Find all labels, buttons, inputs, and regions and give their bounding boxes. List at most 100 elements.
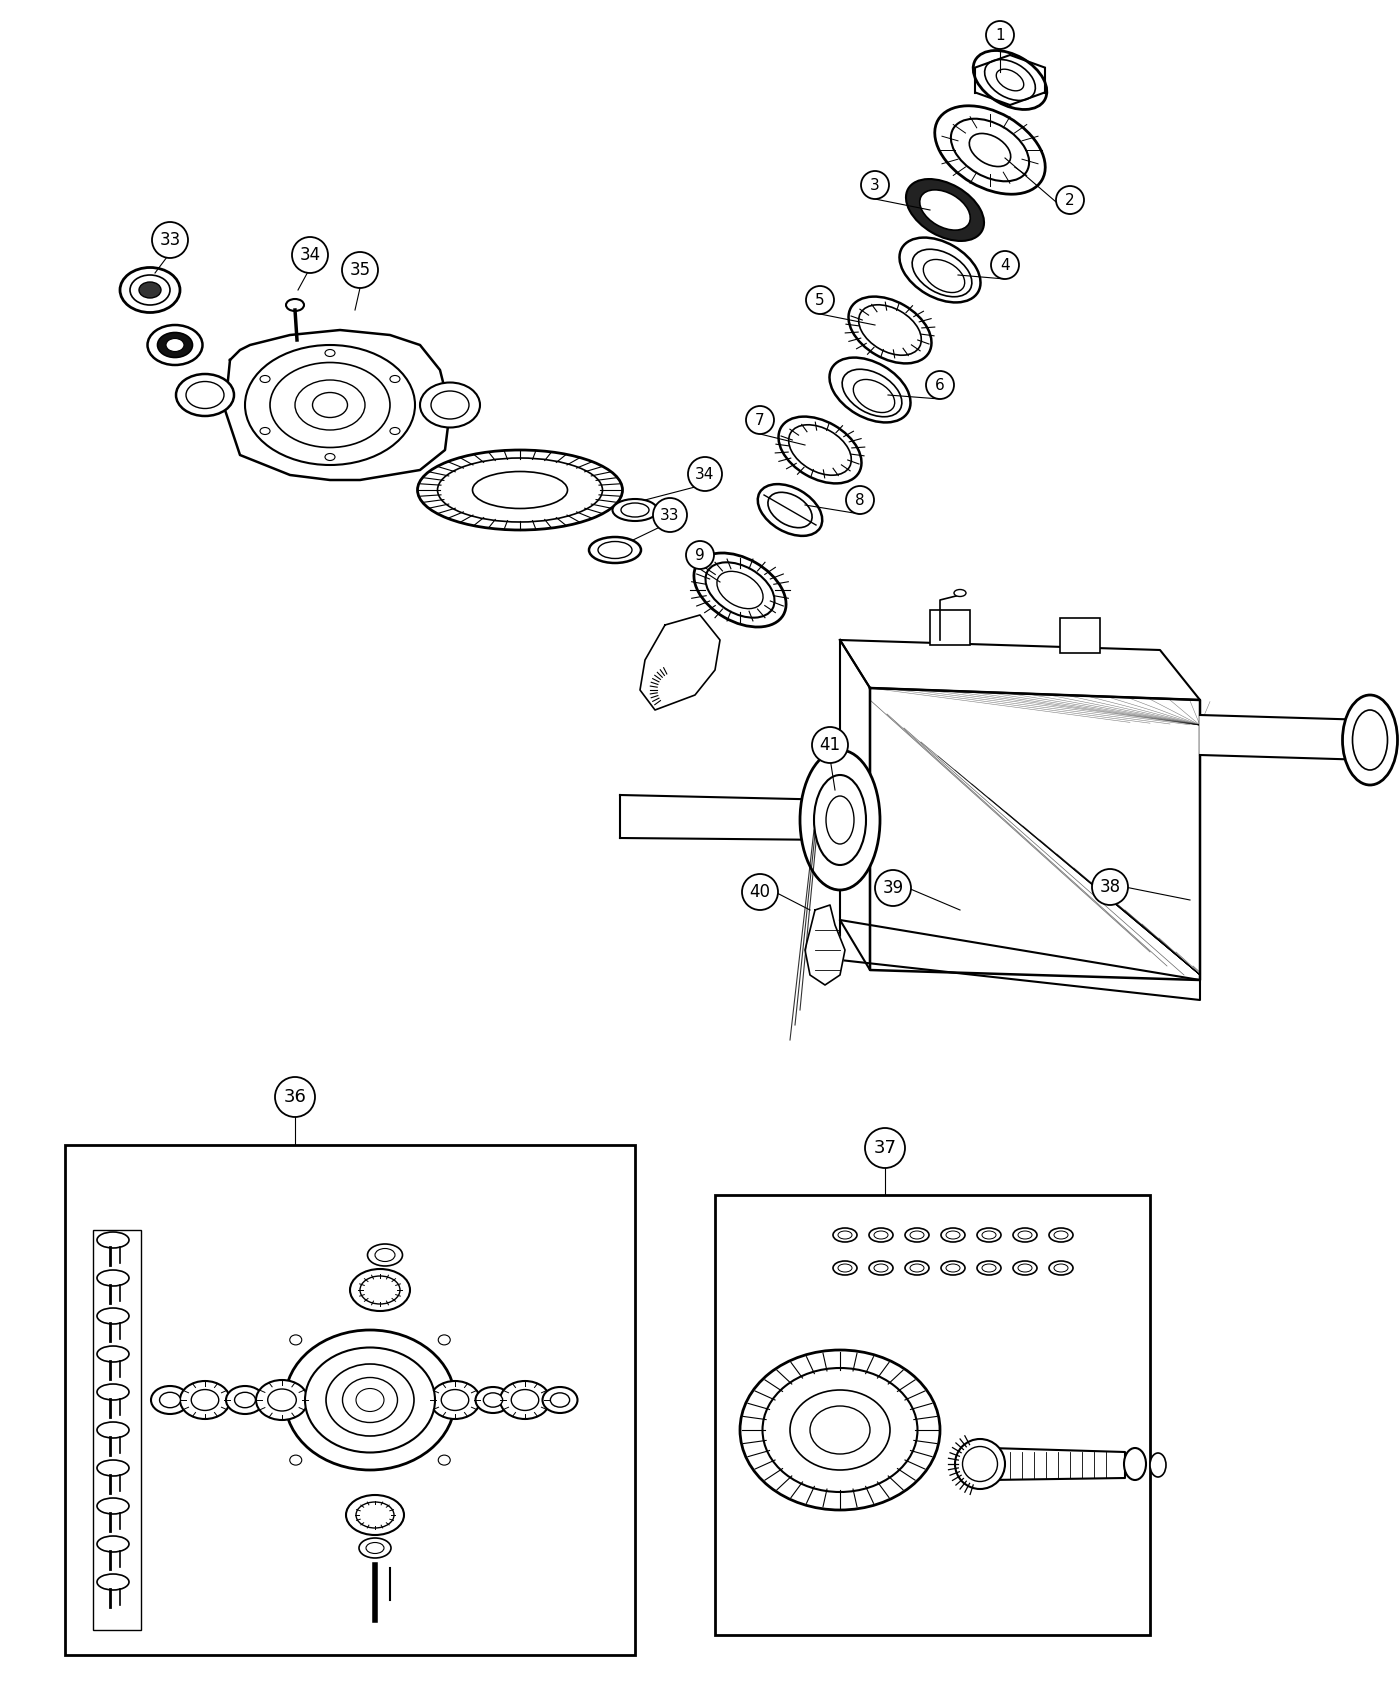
Text: 40: 40	[749, 882, 770, 901]
Polygon shape	[840, 920, 1200, 1000]
Ellipse shape	[97, 1307, 129, 1324]
Circle shape	[742, 874, 778, 910]
Ellipse shape	[356, 1503, 393, 1528]
Ellipse shape	[769, 493, 812, 527]
Ellipse shape	[290, 1334, 302, 1345]
Ellipse shape	[874, 1231, 888, 1239]
Ellipse shape	[325, 454, 335, 461]
Ellipse shape	[365, 1542, 384, 1554]
Ellipse shape	[260, 376, 270, 382]
Ellipse shape	[97, 1460, 129, 1476]
Ellipse shape	[1049, 1227, 1072, 1243]
Polygon shape	[1200, 716, 1371, 760]
Ellipse shape	[326, 1363, 414, 1436]
Circle shape	[865, 1129, 904, 1168]
Ellipse shape	[904, 1227, 930, 1243]
Ellipse shape	[417, 450, 623, 530]
Polygon shape	[620, 796, 840, 840]
Ellipse shape	[367, 1244, 403, 1266]
Ellipse shape	[984, 60, 1036, 100]
Text: 37: 37	[874, 1139, 896, 1158]
Ellipse shape	[130, 275, 169, 304]
Ellipse shape	[543, 1387, 577, 1413]
Ellipse shape	[1054, 1265, 1068, 1272]
Ellipse shape	[181, 1380, 230, 1420]
Ellipse shape	[977, 1227, 1001, 1243]
Ellipse shape	[981, 1265, 995, 1272]
Ellipse shape	[717, 571, 763, 609]
Ellipse shape	[874, 1265, 888, 1272]
Ellipse shape	[1124, 1448, 1147, 1481]
Text: 34: 34	[300, 246, 321, 264]
Bar	[1060, 619, 1100, 653]
Ellipse shape	[923, 260, 965, 292]
Text: 1: 1	[995, 27, 1005, 42]
Circle shape	[274, 1078, 315, 1117]
Ellipse shape	[286, 1329, 455, 1470]
Ellipse shape	[869, 1227, 893, 1243]
Text: 5: 5	[815, 292, 825, 308]
Ellipse shape	[941, 1227, 965, 1243]
Ellipse shape	[799, 750, 881, 891]
Ellipse shape	[757, 484, 822, 536]
Ellipse shape	[473, 471, 567, 508]
Bar	[92, 1231, 141, 1630]
Circle shape	[686, 541, 714, 570]
Ellipse shape	[904, 1261, 930, 1275]
Ellipse shape	[1018, 1265, 1032, 1272]
Ellipse shape	[176, 374, 234, 416]
Text: 9: 9	[696, 547, 704, 563]
Ellipse shape	[270, 362, 391, 447]
Ellipse shape	[973, 51, 1047, 109]
Polygon shape	[990, 1448, 1126, 1481]
Circle shape	[1092, 869, 1128, 904]
Ellipse shape	[953, 590, 966, 597]
Circle shape	[991, 252, 1019, 279]
Bar	[64, 1146, 636, 1656]
Ellipse shape	[941, 1261, 965, 1275]
Bar	[930, 610, 970, 644]
Ellipse shape	[906, 178, 984, 241]
Text: 8: 8	[855, 493, 865, 508]
Circle shape	[861, 172, 889, 199]
Ellipse shape	[1014, 1227, 1037, 1243]
Ellipse shape	[312, 393, 347, 418]
Ellipse shape	[848, 296, 931, 364]
Ellipse shape	[375, 1248, 395, 1261]
Ellipse shape	[295, 381, 365, 430]
Circle shape	[1056, 185, 1084, 214]
Ellipse shape	[358, 1538, 391, 1557]
Ellipse shape	[778, 416, 861, 483]
Polygon shape	[640, 615, 720, 711]
Ellipse shape	[963, 1447, 997, 1481]
Ellipse shape	[843, 369, 902, 416]
Ellipse shape	[441, 1389, 469, 1411]
Ellipse shape	[97, 1232, 129, 1248]
Text: 3: 3	[871, 177, 879, 192]
Ellipse shape	[97, 1574, 129, 1590]
Ellipse shape	[981, 1231, 995, 1239]
Ellipse shape	[97, 1498, 129, 1515]
Ellipse shape	[833, 1261, 857, 1275]
Text: 4: 4	[1000, 257, 1009, 272]
Circle shape	[342, 252, 378, 287]
Ellipse shape	[260, 427, 270, 435]
Ellipse shape	[1352, 711, 1387, 770]
Ellipse shape	[910, 1231, 924, 1239]
Circle shape	[687, 457, 722, 491]
Ellipse shape	[139, 282, 161, 297]
Ellipse shape	[790, 1391, 890, 1470]
Circle shape	[806, 286, 834, 314]
Ellipse shape	[350, 1268, 410, 1311]
Circle shape	[153, 223, 188, 258]
Ellipse shape	[97, 1421, 129, 1438]
Ellipse shape	[826, 796, 854, 843]
Ellipse shape	[839, 1231, 853, 1239]
Ellipse shape	[431, 391, 469, 418]
Text: 39: 39	[882, 879, 903, 898]
Ellipse shape	[343, 1377, 398, 1423]
Ellipse shape	[356, 1389, 384, 1411]
Text: 33: 33	[160, 231, 181, 248]
Ellipse shape	[186, 381, 224, 408]
Circle shape	[652, 498, 687, 532]
